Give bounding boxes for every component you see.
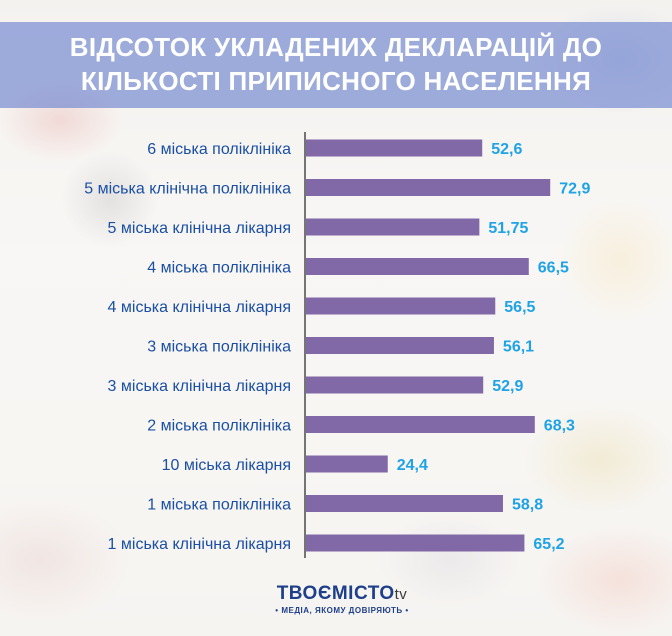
- value-label: 68,3: [544, 418, 575, 435]
- bar: [306, 218, 480, 236]
- value-label: 51,75: [488, 220, 528, 237]
- value-label: 24,4: [397, 457, 428, 474]
- category-label: 4 міська поліклініка: [147, 260, 291, 277]
- logo-word-1: ТВОЄ: [276, 583, 332, 604]
- chart-title-line-2: КІЛЬКОСТІ ПРИПИСНОГО НАСЕЛЕННЯ: [80, 66, 592, 96]
- chart-title-line-1: ВІДСОТОК УКЛАДЕНИХ ДЕКЛАРАЦІЙ ДО: [69, 32, 603, 62]
- value-label: 66,5: [538, 260, 569, 277]
- brand-logo: ТВОЄМІСТОtv • МЕДІА, ЯКОМУ ДОВІРЯЮТЬ •: [262, 584, 422, 624]
- bar: [306, 337, 494, 354]
- value-label: 65,2: [533, 536, 564, 553]
- bar: [306, 376, 484, 394]
- bar: [306, 297, 496, 315]
- logo-word-2: МІСТО: [331, 583, 395, 604]
- category-label: 10 міська лікарня: [162, 457, 291, 474]
- title-band: [0, 22, 672, 108]
- category-label: 3 міська поліклініка: [147, 339, 291, 356]
- category-label: 2 міська поліклініка: [147, 418, 291, 435]
- bar: [306, 139, 483, 157]
- bar: [306, 416, 535, 433]
- value-label: 56,1: [503, 339, 534, 356]
- value-label: 72,9: [559, 181, 590, 198]
- category-label: 3 міська клінічна лікарня: [108, 378, 291, 395]
- category-label: 4 міська клінічна лікарня: [108, 299, 291, 316]
- chart-title: ВІДСОТОК УКЛАДЕНИХ ДЕКЛАРАЦІЙ ДО КІЛЬКОС…: [0, 30, 672, 98]
- bar: [306, 534, 525, 552]
- bar: [306, 179, 551, 196]
- bar: [306, 258, 529, 275]
- category-label: 5 міська клінічна лікарня: [108, 220, 291, 237]
- logo-tagline: • МЕДІА, ЯКОМУ ДОВІРЯЮТЬ •: [275, 606, 409, 615]
- value-label: 52,9: [492, 378, 523, 395]
- category-label: 1 міська клінічна лікарня: [108, 536, 291, 553]
- value-label: 56,5: [504, 299, 535, 316]
- bar: [306, 455, 388, 473]
- category-label: 1 міська поліклініка: [147, 497, 291, 514]
- logo-wordmark: ТВОЄМІСТОtv: [262, 584, 422, 605]
- value-label: 58,8: [512, 497, 543, 514]
- bar: [306, 495, 503, 512]
- category-label: 6 міська поліклініка: [147, 141, 291, 158]
- logo-word-3: tv: [394, 586, 408, 603]
- bars-layer: 6 міська поліклініка 52,6 5 міська клінічн…: [84, 139, 590, 553]
- category-label: 5 міська клінічна поліклініка: [84, 181, 291, 198]
- value-label: 52,6: [491, 141, 522, 158]
